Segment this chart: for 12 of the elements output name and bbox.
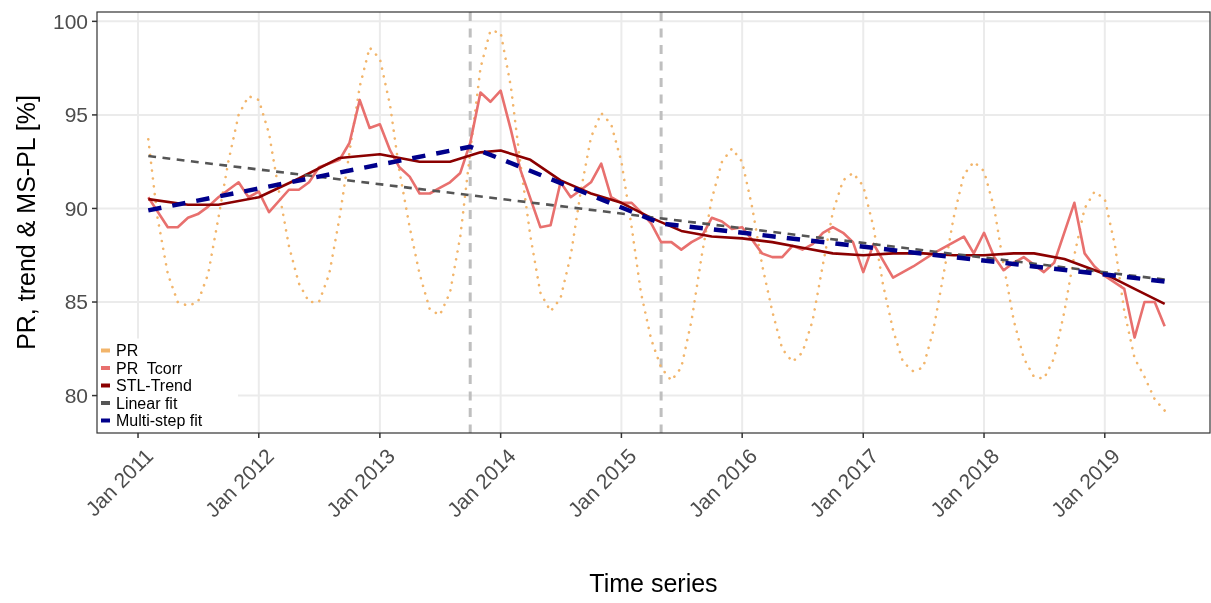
y-tick-label: 80 <box>64 383 88 407</box>
legend-label: Multi-step fit <box>116 412 203 430</box>
y-tick-label: 95 <box>64 103 88 127</box>
y-tick-label: 100 <box>52 9 88 33</box>
legend-label: PR Tcorr <box>116 359 184 377</box>
legend-label: STL-Trend <box>116 377 192 395</box>
legend-label: Linear fit <box>116 394 178 412</box>
legend-label: PR <box>116 342 139 360</box>
y-axis-title: PR, trend & MS-PL [%] <box>12 95 40 350</box>
y-tick-label: 90 <box>64 196 88 220</box>
x-axis-title: Time series <box>589 569 718 597</box>
y-tick-label: 85 <box>64 290 88 314</box>
